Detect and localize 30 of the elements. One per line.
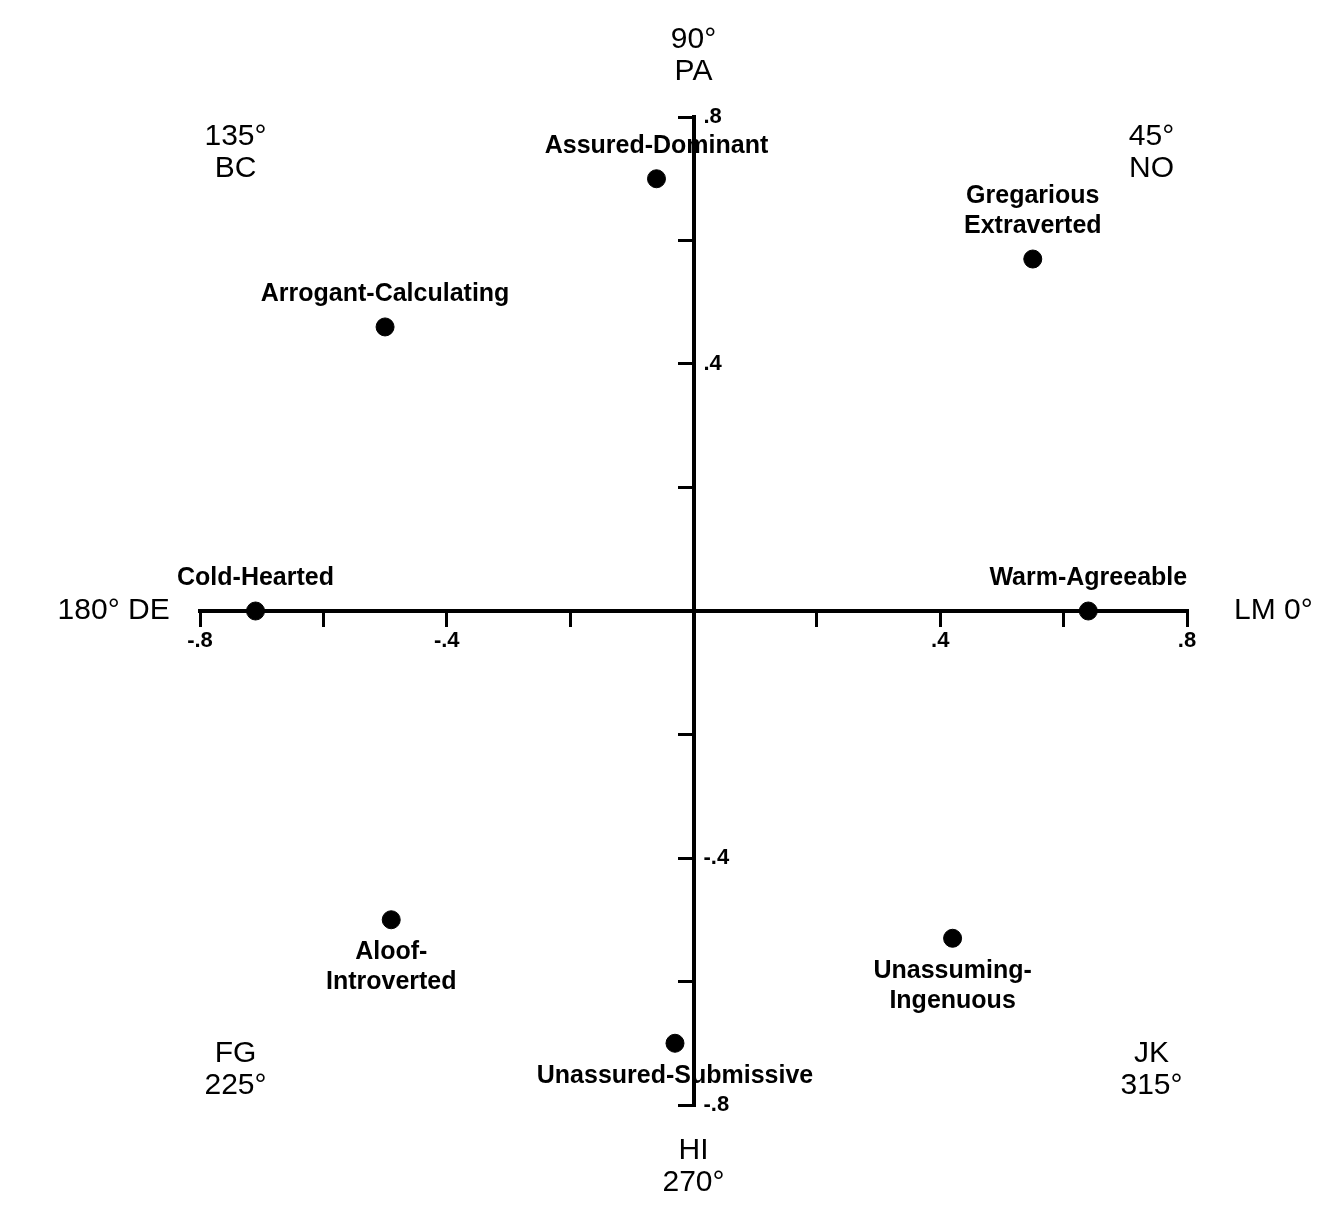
annotation: Gregarious Extraverted <box>963 180 1102 239</box>
y-tick-label: -.8 <box>703 1091 730 1117</box>
point <box>943 928 963 948</box>
annotation: 45° NO <box>1128 117 1175 183</box>
point <box>1023 249 1043 269</box>
annotation: Cold-Hearted <box>177 562 334 591</box>
point <box>646 169 666 189</box>
annotation: Unassuming- Ingenuous <box>873 954 1032 1013</box>
text: HI 270° <box>662 1132 725 1198</box>
annotation: Warm-Agreeable <box>989 562 1188 591</box>
x-tick-label: .4 <box>931 627 951 653</box>
text: 90° PA <box>670 20 717 86</box>
y-tick-label: -.4 <box>703 844 730 870</box>
point <box>246 601 266 621</box>
x-tick-label: -.8 <box>187 627 213 653</box>
text: LM 0° <box>1234 592 1313 626</box>
annotation: 135° BC <box>204 117 267 183</box>
point <box>381 910 401 930</box>
annotation: Arrogant-Calculating <box>260 278 510 307</box>
x-tick-label: -.4 <box>433 627 461 653</box>
point <box>375 317 395 337</box>
point <box>1078 601 1098 621</box>
text: 180° DE <box>57 592 170 626</box>
y-tick-label: .4 <box>703 350 723 376</box>
annotation: FG 225° <box>204 1034 267 1100</box>
x-tick-label: .8 <box>1177 627 1197 653</box>
annotation: Aloof- Introverted <box>325 936 457 995</box>
annotation: JK 315° <box>1120 1034 1183 1100</box>
y-tick-label: .8 <box>703 103 722 129</box>
point <box>665 1033 685 1053</box>
